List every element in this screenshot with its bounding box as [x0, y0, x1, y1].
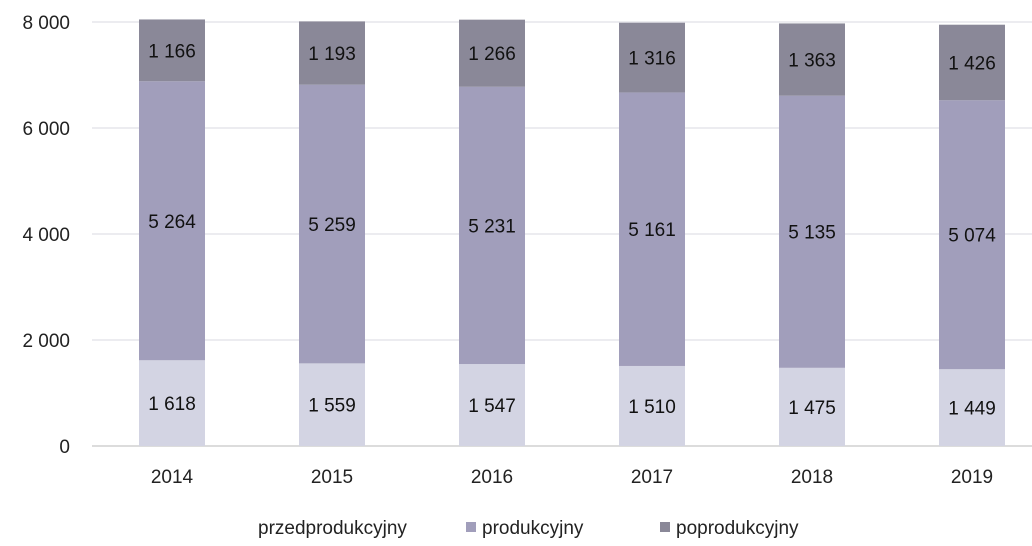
bar-segment-produkcyjny-2014 [139, 81, 205, 361]
data-label-poprodukcyjny-2016: 1 266 [468, 44, 516, 65]
data-label-produkcyjny-2018: 5 135 [788, 223, 836, 244]
bar-segment-produkcyjny-2017 [619, 92, 685, 366]
x-tick-label: 2014 [151, 467, 194, 488]
y-tick-label: 4 000 [22, 225, 70, 246]
data-label-przedprodukcyjny-2014: 1 618 [148, 394, 196, 415]
x-tick-label: 2018 [791, 467, 833, 488]
x-tick-label: 2017 [631, 467, 673, 488]
bar-segment-przedprodukcyjny-2017 [619, 365, 685, 446]
y-tick-label: 6 000 [22, 119, 70, 140]
bar-segment-produkcyjny-2016 [459, 86, 525, 365]
bar-segment-przedprodukcyjny-2018 [779, 367, 845, 446]
bar-segment-poprodukcyjny-2019 [939, 24, 1005, 101]
y-axis: 0 2 000 4 000 6 000 8 000 [22, 13, 70, 458]
legend-swatch-produkcyjny [466, 522, 476, 532]
data-label-poprodukcyjny-2015: 1 193 [308, 44, 356, 65]
bar-segment-poprodukcyjny-2014 [139, 19, 205, 82]
data-label-przedprodukcyjny-2019: 1 449 [948, 399, 996, 420]
bars-layer [139, 19, 1005, 446]
data-labels-layer: 1 618 5 264 1 166 1 559 5 259 1 193 1 547 5 231… [148, 41, 996, 419]
data-label-przedprodukcyjny-2017: 1 510 [628, 397, 676, 418]
legend-label-poprodukcyjny: poprodukcyjny [676, 518, 799, 539]
data-label-produkcyjny-2014: 5 264 [148, 212, 196, 233]
y-tick-label: 2 000 [22, 331, 70, 352]
y-tick-label: 0 [59, 437, 70, 458]
data-label-poprodukcyjny-2018: 1 363 [788, 51, 836, 72]
bar-segment-produkcyjny-2018 [779, 95, 845, 368]
x-tick-label: 2016 [471, 467, 513, 488]
data-label-przedprodukcyjny-2018: 1 475 [788, 398, 836, 419]
bar-segment-poprodukcyjny-2017 [619, 22, 685, 93]
data-label-przedprodukcyjny-2016: 1 547 [468, 396, 516, 417]
bar-segment-przedprodukcyjny-2014 [139, 360, 205, 446]
legend-swatch-poprodukcyjny [660, 522, 670, 532]
data-label-poprodukcyjny-2017: 1 316 [628, 49, 676, 70]
bar-segment-produkcyjny-2015 [299, 84, 365, 364]
grid-layer [92, 21, 1032, 447]
bar-segment-przedprodukcyjny-2015 [299, 363, 365, 446]
data-label-produkcyjny-2019: 5 074 [948, 226, 996, 247]
x-tick-label: 2015 [311, 467, 353, 488]
legend-label-przedprodukcyjny: przedprodukcyjny [258, 518, 407, 539]
bar-segment-poprodukcyjny-2016 [459, 19, 525, 87]
bar-segment-poprodukcyjny-2015 [299, 21, 365, 85]
bar-segment-poprodukcyjny-2018 [779, 23, 845, 96]
y-tick-label: 8 000 [22, 13, 70, 34]
data-label-poprodukcyjny-2014: 1 166 [148, 41, 196, 62]
data-label-produkcyjny-2017: 5 161 [628, 220, 676, 241]
x-tick-label: 2019 [951, 467, 993, 488]
data-label-produkcyjny-2015: 5 259 [308, 215, 356, 236]
legend: przedprodukcyjny produkcyjny poprodukcyjny [258, 518, 799, 539]
bar-segment-produkcyjny-2019 [939, 100, 1005, 370]
legend-label-produkcyjny: produkcyjny [482, 518, 584, 539]
bar-segment-przedprodukcyjny-2019 [939, 369, 1005, 446]
data-label-produkcyjny-2016: 5 231 [468, 216, 516, 237]
x-axis: 2014 2015 2016 2017 2018 2019 [151, 467, 993, 488]
data-label-poprodukcyjny-2019: 1 426 [948, 53, 996, 74]
bar-segment-przedprodukcyjny-2016 [459, 364, 525, 446]
data-label-przedprodukcyjny-2015: 1 559 [308, 396, 356, 417]
